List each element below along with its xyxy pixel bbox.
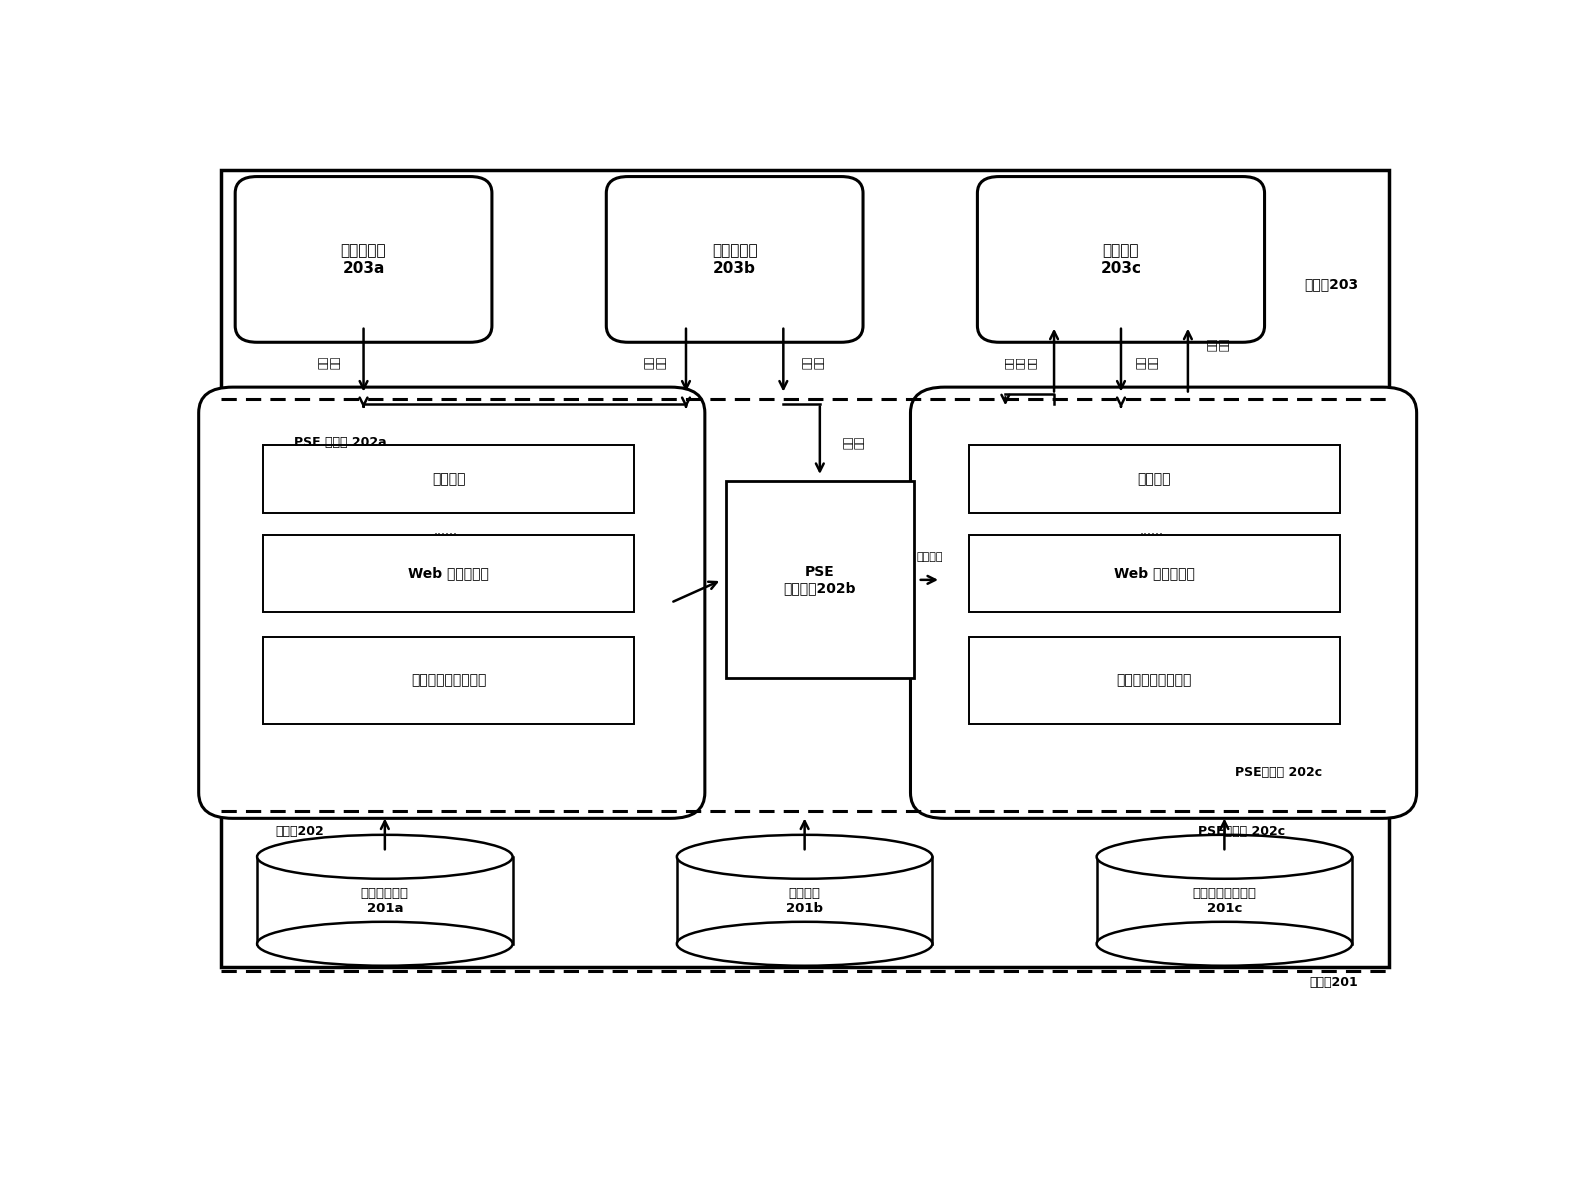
Text: PSE 服务器 202a: PSE 服务器 202a — [294, 435, 386, 448]
Text: 分析
结果: 分析 结果 — [1207, 338, 1229, 351]
Text: ......: ...... — [1140, 524, 1163, 537]
Bar — [1096, 857, 1352, 944]
Text: 系统管理者
203b: 系统管理者 203b — [711, 244, 757, 276]
Ellipse shape — [1096, 921, 1352, 965]
FancyBboxPatch shape — [236, 176, 491, 342]
Text: 提供
服务: 提供 服务 — [319, 356, 341, 369]
FancyBboxPatch shape — [606, 176, 864, 342]
Bar — [264, 637, 634, 724]
Text: PSE服务端 202c: PSE服务端 202c — [1234, 766, 1322, 779]
Bar — [257, 857, 512, 944]
Text: Web 服务提供者: Web 服务提供者 — [1115, 566, 1195, 580]
Text: 数据层201: 数据层201 — [1309, 976, 1358, 989]
Text: 基础地理数据
201a: 基础地理数据 201a — [361, 887, 408, 914]
Text: 相关社会经济数据
201c: 相关社会经济数据 201c — [1192, 887, 1256, 914]
Text: 功能层202: 功能层202 — [275, 825, 323, 838]
Text: 其他本地或网络服务: 其他本地或网络服务 — [411, 673, 487, 687]
Text: 调用
服务: 调用 服务 — [1137, 356, 1159, 369]
Bar — [264, 445, 634, 514]
Ellipse shape — [257, 921, 512, 965]
Text: ......: ...... — [433, 524, 458, 537]
Text: 发布服务: 发布服务 — [915, 552, 942, 562]
Text: 聚类分析: 聚类分析 — [1138, 472, 1171, 486]
Text: PSE
管理中心202b: PSE 管理中心202b — [783, 565, 856, 594]
FancyBboxPatch shape — [199, 388, 705, 818]
Text: PSE服务端 202c: PSE服务端 202c — [1198, 825, 1286, 838]
Text: 服务提供者
203a: 服务提供者 203a — [341, 244, 386, 276]
Ellipse shape — [1096, 835, 1352, 879]
Bar — [264, 535, 634, 612]
Ellipse shape — [257, 835, 512, 879]
Text: 用户层203: 用户层203 — [1305, 277, 1358, 291]
Text: Web 服务提供者: Web 服务提供者 — [408, 566, 490, 580]
Bar — [677, 857, 933, 944]
Text: 聚类分析: 聚类分析 — [432, 472, 465, 486]
Text: 人口数据
201b: 人口数据 201b — [787, 887, 823, 914]
Text: 共通用户
203c: 共通用户 203c — [1101, 244, 1141, 276]
Text: 返回
服务
列表: 返回 服务 列表 — [1003, 357, 1036, 369]
Bar — [969, 637, 1339, 724]
Text: 查找
服务: 查找 服务 — [645, 356, 666, 369]
FancyBboxPatch shape — [978, 176, 1264, 342]
Text: 其他本地或网络服务: 其他本地或网络服务 — [1116, 673, 1192, 687]
Bar — [220, 170, 1388, 967]
Text: 监观
服务: 监观 服务 — [843, 436, 865, 449]
Bar — [969, 445, 1339, 514]
Bar — [969, 535, 1339, 612]
FancyBboxPatch shape — [911, 388, 1416, 818]
Bar — [725, 482, 914, 678]
Ellipse shape — [677, 835, 933, 879]
Ellipse shape — [677, 921, 933, 965]
Text: 封装
服务: 封装 服务 — [802, 356, 824, 369]
